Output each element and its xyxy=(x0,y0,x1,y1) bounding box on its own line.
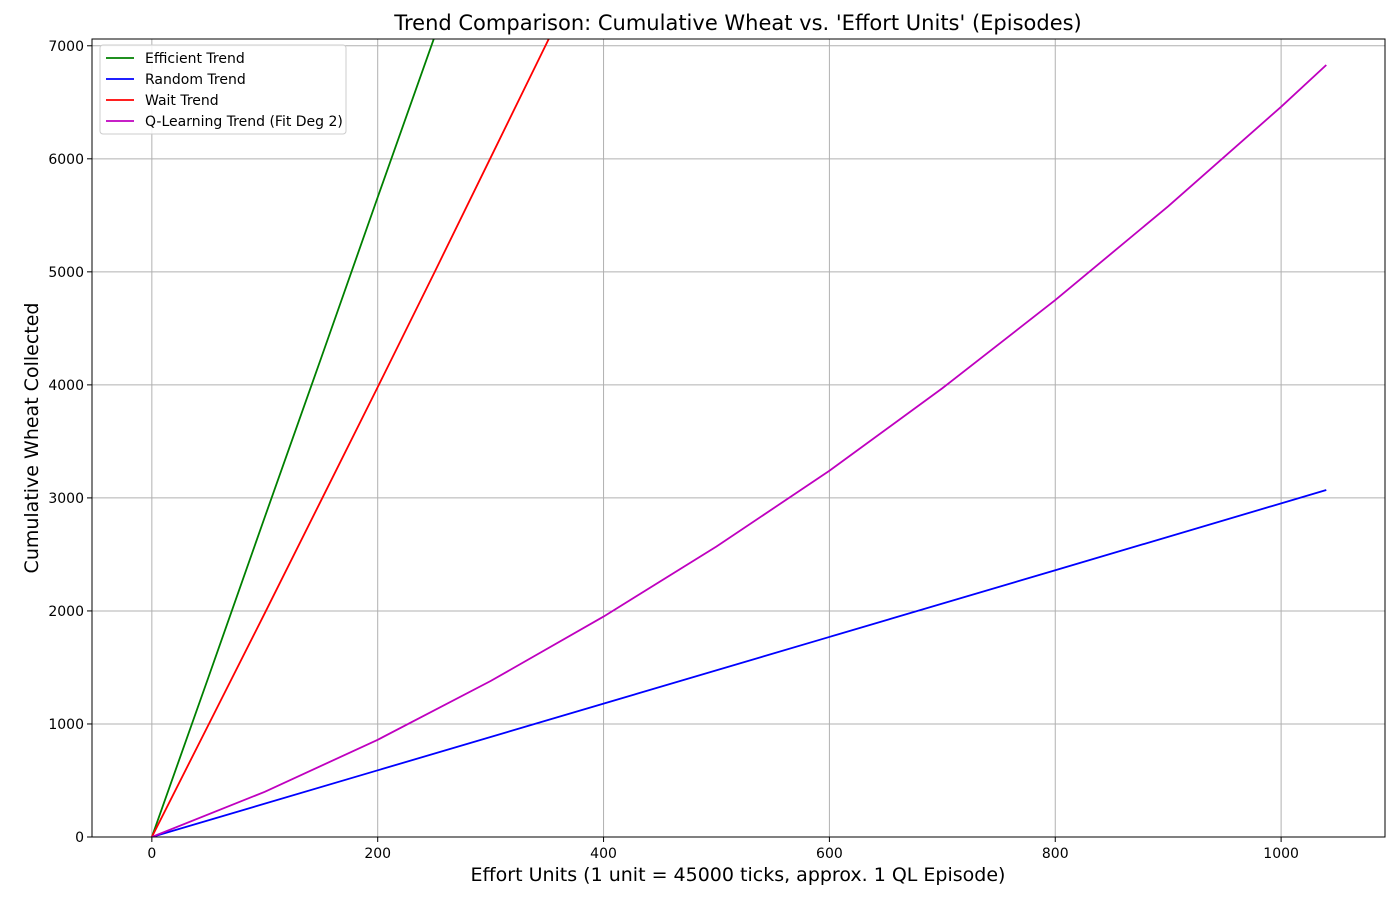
series-line-4 xyxy=(151,64,1327,837)
x-axis-label: Effort Units (1 unit = 45000 ticks, appr… xyxy=(471,864,1006,886)
x-tick-label: 1000 xyxy=(1263,846,1299,862)
series-line-3 xyxy=(151,39,550,837)
y-tick-label: 1000 xyxy=(48,717,84,733)
series-group xyxy=(151,39,1327,837)
y-axis-label: Cumulative Wheat Collected xyxy=(21,303,43,574)
y-tick-label: 2000 xyxy=(48,604,84,620)
y-tick-label: 6000 xyxy=(48,152,84,168)
x-tick-label: 600 xyxy=(816,846,843,862)
x-tick-label: 200 xyxy=(364,846,391,862)
legend-entry-label: Random Trend xyxy=(145,72,246,88)
legend-entry-label: Efficient Trend xyxy=(145,51,245,67)
y-tick-label: 3000 xyxy=(48,491,84,507)
y-tick-label: 0 xyxy=(75,830,84,846)
legend-entry-label: Wait Trend xyxy=(145,93,219,109)
y-tick-label: 5000 xyxy=(48,265,84,281)
legend-entry-label: Q-Learning Trend (Fit Deg 2) xyxy=(145,114,343,130)
y-tick-label: 4000 xyxy=(48,378,84,394)
chart-title: Trend Comparison: Cumulative Wheat vs. '… xyxy=(393,11,1082,35)
y-tick-label: 7000 xyxy=(48,39,84,55)
legend: Efficient Trend Random Trend Wait Trend Q-L… xyxy=(99,44,347,135)
series-line-2 xyxy=(151,489,1327,837)
series-line-1 xyxy=(151,39,435,837)
x-tick-label: 400 xyxy=(590,846,617,862)
y-axis: 0 1000 2000 3000 4000 5000 6000 7000 xyxy=(48,39,92,846)
grid xyxy=(92,39,1385,838)
x-axis: 0 200 400 600 800 1000 xyxy=(147,837,1299,862)
legend-box xyxy=(99,44,347,135)
x-tick-label: 0 xyxy=(147,846,156,862)
plot-frame xyxy=(91,38,1386,838)
x-tick-label: 800 xyxy=(1042,846,1069,862)
